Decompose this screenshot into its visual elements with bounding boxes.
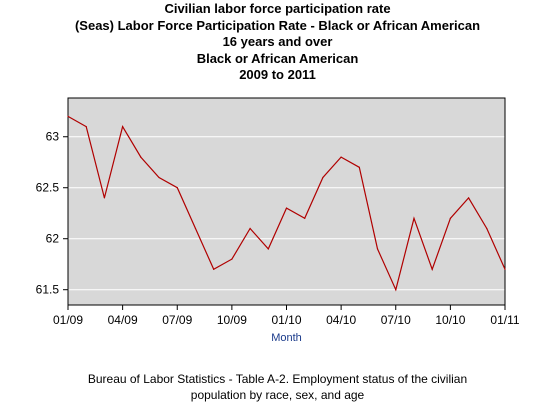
x-tick-label: 07/09 xyxy=(162,313,192,327)
x-tick-label: 01/10 xyxy=(271,313,301,327)
data-point xyxy=(176,187,178,189)
data-point xyxy=(103,197,106,199)
data-point xyxy=(231,258,233,260)
caption-line: Bureau of Labor Statistics - Table A-2. … xyxy=(87,372,468,386)
x-tick-label: 04/09 xyxy=(108,313,138,327)
chart-caption: Bureau of Labor Statistics - Table A-2. … xyxy=(0,371,555,403)
data-point xyxy=(376,248,379,250)
data-point xyxy=(322,176,324,179)
data-point xyxy=(340,156,342,158)
data-point xyxy=(304,217,306,219)
data-point xyxy=(467,197,470,199)
x-axis-label: Month xyxy=(271,332,302,344)
data-point xyxy=(285,207,288,209)
y-tick-label: 62.5 xyxy=(36,181,60,195)
x-tick-label: 10/09 xyxy=(217,313,247,327)
data-point xyxy=(413,217,415,219)
data-point xyxy=(358,166,360,168)
data-point xyxy=(267,248,269,250)
data-point xyxy=(486,227,488,230)
data-point xyxy=(449,217,451,219)
x-tick-label: 07/10 xyxy=(381,313,411,327)
chart-subtitle-line: (Seas) Labor Force Participation Rate - … xyxy=(74,17,481,33)
chart-subtitle-line: Black or African American xyxy=(196,50,359,66)
caption-line: population by race, sex, and age xyxy=(190,388,365,402)
x-tick-label: 10/10 xyxy=(435,313,465,327)
data-point xyxy=(249,227,251,230)
chart-date-range: 2009 to 2011 xyxy=(239,67,316,82)
plot-area xyxy=(68,98,505,305)
data-point xyxy=(158,176,160,179)
chart-title: Civilian labor force participation rate … xyxy=(0,1,555,84)
data-point xyxy=(431,268,433,270)
data-point xyxy=(194,227,197,230)
data-point xyxy=(67,115,69,117)
y-tick-label: 61.5 xyxy=(36,283,60,297)
chart-title-line: Civilian labor force participation rate xyxy=(164,1,391,16)
data-point xyxy=(395,289,397,291)
data-point xyxy=(140,156,142,158)
x-tick-label: 04/10 xyxy=(326,313,356,327)
x-tick-label: 01/11 xyxy=(490,313,519,327)
data-point xyxy=(213,268,215,270)
chart-subtitle-line: 16 years and over xyxy=(222,34,333,49)
x-tick-label: 01/09 xyxy=(53,313,83,327)
plot-border xyxy=(67,97,506,306)
data-point xyxy=(504,268,506,270)
y-tick-label: 62 xyxy=(46,232,60,246)
data-point xyxy=(85,125,87,128)
y-tick-label: 63 xyxy=(46,130,60,144)
data-point xyxy=(122,125,124,128)
